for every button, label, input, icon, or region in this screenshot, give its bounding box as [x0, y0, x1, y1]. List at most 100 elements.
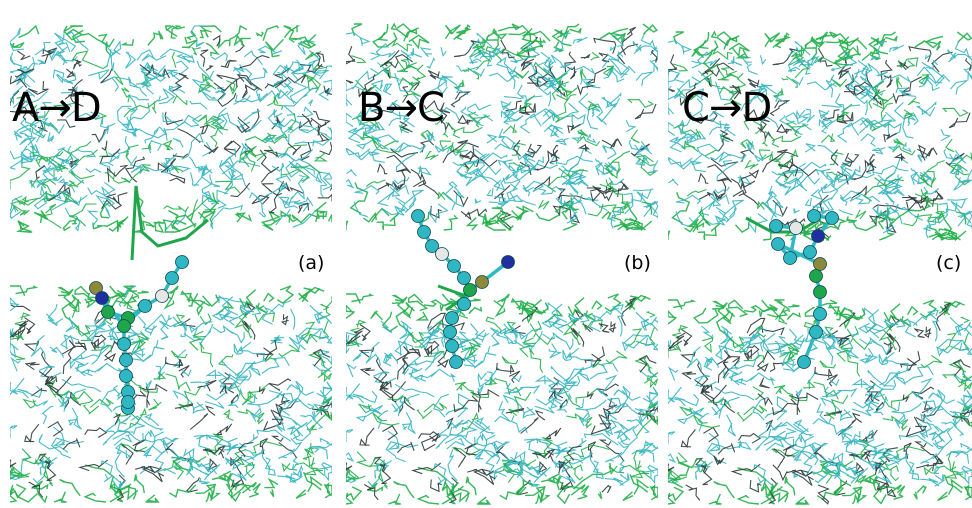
lipid-chain — [792, 438, 812, 449]
molecule-atom — [803, 245, 817, 259]
lipid-chain — [548, 389, 557, 400]
lipid-chain — [211, 296, 234, 321]
lipid-chain — [705, 222, 721, 237]
lipid-chain — [454, 149, 464, 160]
lipid-chain — [826, 374, 838, 387]
lipid-chain — [693, 414, 721, 428]
lipid-chain — [254, 312, 276, 324]
lipid-chain — [609, 45, 617, 52]
lipid-chain — [700, 384, 727, 403]
lipid-chain — [521, 301, 547, 314]
lipid-chain — [718, 139, 724, 151]
lipid-chain — [494, 400, 511, 423]
lipid-chain — [323, 85, 332, 96]
lipid-chain — [787, 304, 800, 308]
lipid-chain — [779, 115, 803, 136]
lipid-chain — [47, 151, 69, 173]
lipid-chain — [457, 114, 474, 125]
lipid-chain — [642, 23, 658, 35]
lipid-chain — [488, 72, 511, 83]
lipid-chain — [415, 311, 429, 321]
lipid-chain — [278, 393, 290, 406]
lipid-chain — [547, 396, 564, 409]
lipid-chain — [377, 471, 389, 489]
lipid-chain — [358, 347, 375, 358]
lower-leaflet-a — [10, 285, 332, 504]
lipid-chain — [682, 98, 703, 127]
lipid-chain — [365, 179, 386, 187]
lipid-chain — [319, 437, 332, 446]
lipid-chain — [33, 454, 50, 469]
lipid-chain — [20, 312, 32, 321]
lipid-chain — [872, 445, 885, 460]
lipid-chain — [239, 151, 256, 172]
lipid-chain — [37, 59, 46, 66]
lipid-chain — [346, 32, 371, 47]
lipid-chain — [542, 67, 567, 88]
lipid-chain — [372, 412, 400, 426]
panel-b-graphic — [346, 22, 658, 505]
lipid-chain — [555, 137, 569, 146]
lipid-chain — [838, 104, 845, 113]
lipid-chain — [717, 354, 730, 384]
lipid-chain — [439, 106, 460, 121]
lipid-chain — [916, 66, 943, 84]
lipid-chain — [608, 465, 625, 475]
lipid-chain — [12, 98, 34, 109]
lipid-chain — [346, 332, 359, 355]
lipid-chain — [211, 52, 229, 62]
lipid-chain — [283, 25, 295, 43]
lipid-chain — [426, 131, 436, 143]
lipid-chain — [294, 462, 325, 476]
lipid-chain — [35, 165, 46, 180]
lipid-chain — [175, 54, 195, 64]
lipid-chain — [814, 56, 837, 65]
lipid-chain — [268, 378, 292, 392]
lipid-chain — [605, 350, 628, 364]
lipid-chain — [768, 151, 786, 163]
lipid-chain — [697, 70, 712, 83]
lipid-chain — [315, 211, 320, 223]
lipid-chain — [890, 368, 912, 380]
lipid-chain — [635, 140, 653, 155]
lipid-chain — [255, 347, 274, 358]
lipid-chain — [278, 441, 298, 459]
lipid-chain — [144, 412, 160, 427]
lipid-chain — [264, 339, 278, 361]
lipid-chain — [810, 35, 826, 48]
panel-letter-c: (c) — [936, 252, 962, 274]
lipid-chain — [716, 161, 738, 181]
lipid-chain — [397, 143, 427, 154]
lipid-chain — [889, 198, 932, 226]
lipid-chain — [10, 27, 24, 51]
lipid-chain — [902, 195, 929, 205]
lipid-chain — [391, 393, 420, 413]
lipid-chain — [103, 76, 132, 83]
lipid-chain — [710, 30, 738, 47]
lipid-chain — [790, 175, 821, 191]
lipid-chain — [542, 102, 580, 119]
lipid-chain — [173, 349, 187, 369]
lipid-chain — [417, 466, 447, 488]
lipid-chain — [769, 100, 791, 117]
molecule-atom — [155, 289, 169, 303]
lipid-chain — [965, 58, 972, 72]
lipid-chain — [450, 91, 472, 108]
lipid-chain — [591, 106, 601, 118]
lipid-chain — [726, 414, 737, 437]
lipid-chain — [10, 468, 21, 480]
lipid-chain — [474, 47, 502, 61]
lipid-chain — [839, 409, 854, 422]
lipid-chain — [376, 187, 401, 207]
lipid-chain — [322, 397, 332, 404]
lipid-chain — [883, 206, 903, 225]
lipid-chain — [891, 391, 913, 407]
molecule-atom — [95, 291, 109, 305]
lipid-chain — [538, 83, 551, 107]
lipid-chain — [99, 148, 121, 164]
lipid-chain — [954, 451, 970, 464]
lipid-chain — [858, 438, 870, 457]
lipid-chain — [668, 310, 677, 325]
lipid-chain — [304, 457, 323, 476]
lipid-chain — [932, 190, 943, 207]
